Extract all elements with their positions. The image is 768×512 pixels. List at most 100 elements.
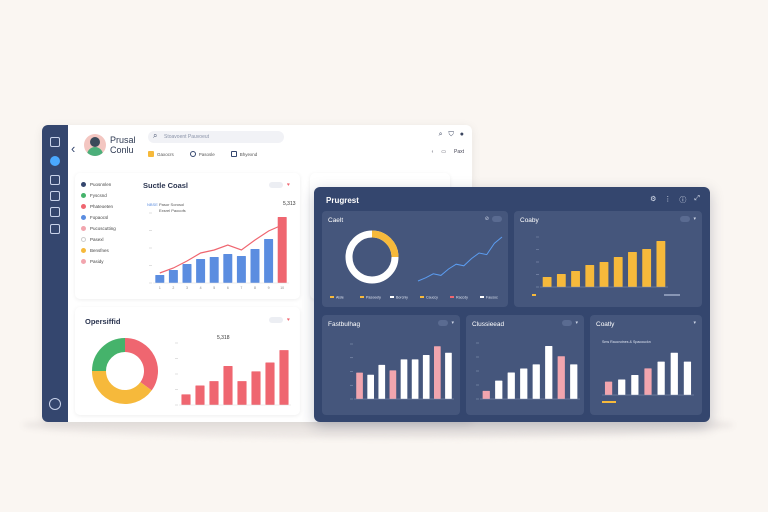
- profile-icon[interactable]: ●: [459, 131, 464, 138]
- bag-icon[interactable]: [50, 175, 60, 185]
- legend-dot: [81, 215, 86, 220]
- avatar[interactable]: [84, 134, 106, 156]
- chevron-down-icon[interactable]: ▾: [693, 320, 696, 326]
- legend-item[interactable]: Pucoscutting: [81, 223, 137, 234]
- bar: [520, 368, 528, 399]
- card-controls: ▾: [562, 320, 578, 326]
- nav-label[interactable]: Paxt: [453, 149, 464, 155]
- app-icon[interactable]: [50, 137, 60, 147]
- yellow-bar-chart: [532, 236, 680, 296]
- bar: [628, 252, 637, 287]
- bar: [644, 368, 652, 395]
- card-title: Coaby: [520, 217, 539, 224]
- bar: [236, 256, 246, 283]
- folder-icon[interactable]: ▭: [441, 149, 446, 155]
- settings-icon[interactable]: [49, 398, 61, 410]
- user-icon: [189, 151, 196, 157]
- search-input[interactable]: Stoavoent Pauvoeut: [148, 130, 284, 143]
- bar: [265, 362, 275, 405]
- legend-list: Puosnnlen Fyscsnd Phateoeten Fopaocsl Pucosc…: [81, 179, 137, 267]
- legend-label: Pasidy: [90, 259, 104, 264]
- bar: [571, 271, 580, 287]
- mid-bar-chart: [476, 342, 580, 400]
- card-select[interactable]: [562, 320, 573, 326]
- operations-card: Opersiffid ♥ 5,318: [75, 307, 300, 415]
- legend-item[interactable]: Pasexl: [81, 234, 137, 245]
- period-select[interactable]: [269, 317, 284, 323]
- heart-icon[interactable]: ♥: [287, 317, 290, 323]
- bar: [657, 361, 665, 395]
- bar: [445, 352, 452, 399]
- chevron-down-icon[interactable]: ▾: [693, 216, 696, 222]
- card-controls: ⊘: [485, 216, 502, 222]
- bar: [209, 381, 219, 405]
- bar: [168, 270, 178, 283]
- bar: [507, 372, 515, 399]
- legend-item[interactable]: Bensfnes: [81, 245, 137, 256]
- prev-icon[interactable]: ‹: [431, 149, 434, 155]
- legend-item[interactable]: Puosnnlen: [81, 179, 137, 190]
- grid-icon[interactable]: [50, 224, 60, 234]
- legend-item[interactable]: Pasidy: [81, 256, 137, 267]
- chart-value: 5,318: [217, 335, 230, 341]
- x-tick-label: 4: [200, 286, 202, 290]
- legend-b: Pasor Sorosol: [159, 202, 184, 207]
- header-icons: ⌕ ⛉ ●: [439, 131, 464, 139]
- x-tick-label: 6: [227, 286, 229, 290]
- legend-item[interactable]: Phateoeten: [81, 201, 137, 212]
- bar: [264, 239, 274, 283]
- card-title: Coatly: [596, 321, 615, 328]
- legend-item[interactable]: Fopaocsl: [81, 212, 137, 223]
- legend-label: Phateoeten: [90, 204, 114, 209]
- legend-label: Fopaocsl: [90, 215, 109, 220]
- search-icon[interactable]: ⌕: [438, 131, 443, 138]
- header-nav: ‹ ▭ Paxt: [432, 149, 464, 155]
- gauge-progress: [371, 230, 399, 258]
- x-tick-label: 10: [280, 286, 284, 290]
- legend-dot: [81, 248, 86, 253]
- back-chevron-icon[interactable]: ‹: [71, 141, 76, 156]
- card-select[interactable]: [680, 216, 691, 222]
- settings-icon[interactable]: ⚙: [650, 196, 657, 203]
- bar: [434, 346, 441, 399]
- bar: [556, 274, 566, 287]
- card-select[interactable]: [438, 320, 449, 326]
- legend-swatch: [480, 296, 484, 298]
- period-select[interactable]: [269, 182, 284, 188]
- sidebar-rail: [42, 125, 68, 422]
- filter-icon[interactable]: ⊘: [484, 216, 489, 222]
- cloud-icon[interactable]: [50, 207, 60, 217]
- bar: [542, 277, 552, 287]
- tab-2[interactable]: Pasosle: [189, 151, 215, 157]
- legend-label: Pasoeety: [366, 296, 381, 300]
- chevron-down-icon[interactable]: ▾: [451, 320, 454, 326]
- chart-value: 5,313: [283, 201, 296, 207]
- legend-item[interactable]: Fyscsnd: [81, 190, 137, 201]
- donut-slice: [92, 338, 126, 372]
- tab-1[interactable]: Gaxocrs: [148, 151, 174, 157]
- legend-label: Cauccy: [426, 296, 438, 300]
- x-tick-label: 8: [254, 286, 256, 290]
- shield-icon[interactable]: ⛉: [448, 131, 454, 138]
- legend-swatch: [532, 294, 536, 296]
- chevron-down-icon[interactable]: ▾: [575, 320, 578, 326]
- x-tick-label: 2: [172, 286, 174, 290]
- dark-title: Prugrest: [326, 196, 359, 205]
- menu-icon[interactable]: ⋮: [664, 196, 672, 203]
- info-icon[interactable]: ⓘ: [679, 197, 687, 204]
- bar: [237, 381, 247, 405]
- bar: [356, 372, 363, 399]
- legend-dot: [81, 226, 86, 231]
- expand-icon[interactable]: ⤢: [694, 195, 700, 202]
- bar: [618, 379, 626, 395]
- send-icon[interactable]: [50, 191, 60, 201]
- card-select[interactable]: [492, 216, 502, 222]
- card-controls: ▾: [438, 320, 454, 326]
- tab-3[interactable]: Bhyexnd: [230, 151, 257, 157]
- heart-icon[interactable]: ♥: [287, 182, 290, 188]
- legend-dot: [81, 204, 86, 209]
- bar: [367, 374, 374, 399]
- bar: [656, 241, 666, 287]
- home-icon[interactable]: [50, 156, 60, 166]
- legend-label: Pasexl: [90, 237, 104, 242]
